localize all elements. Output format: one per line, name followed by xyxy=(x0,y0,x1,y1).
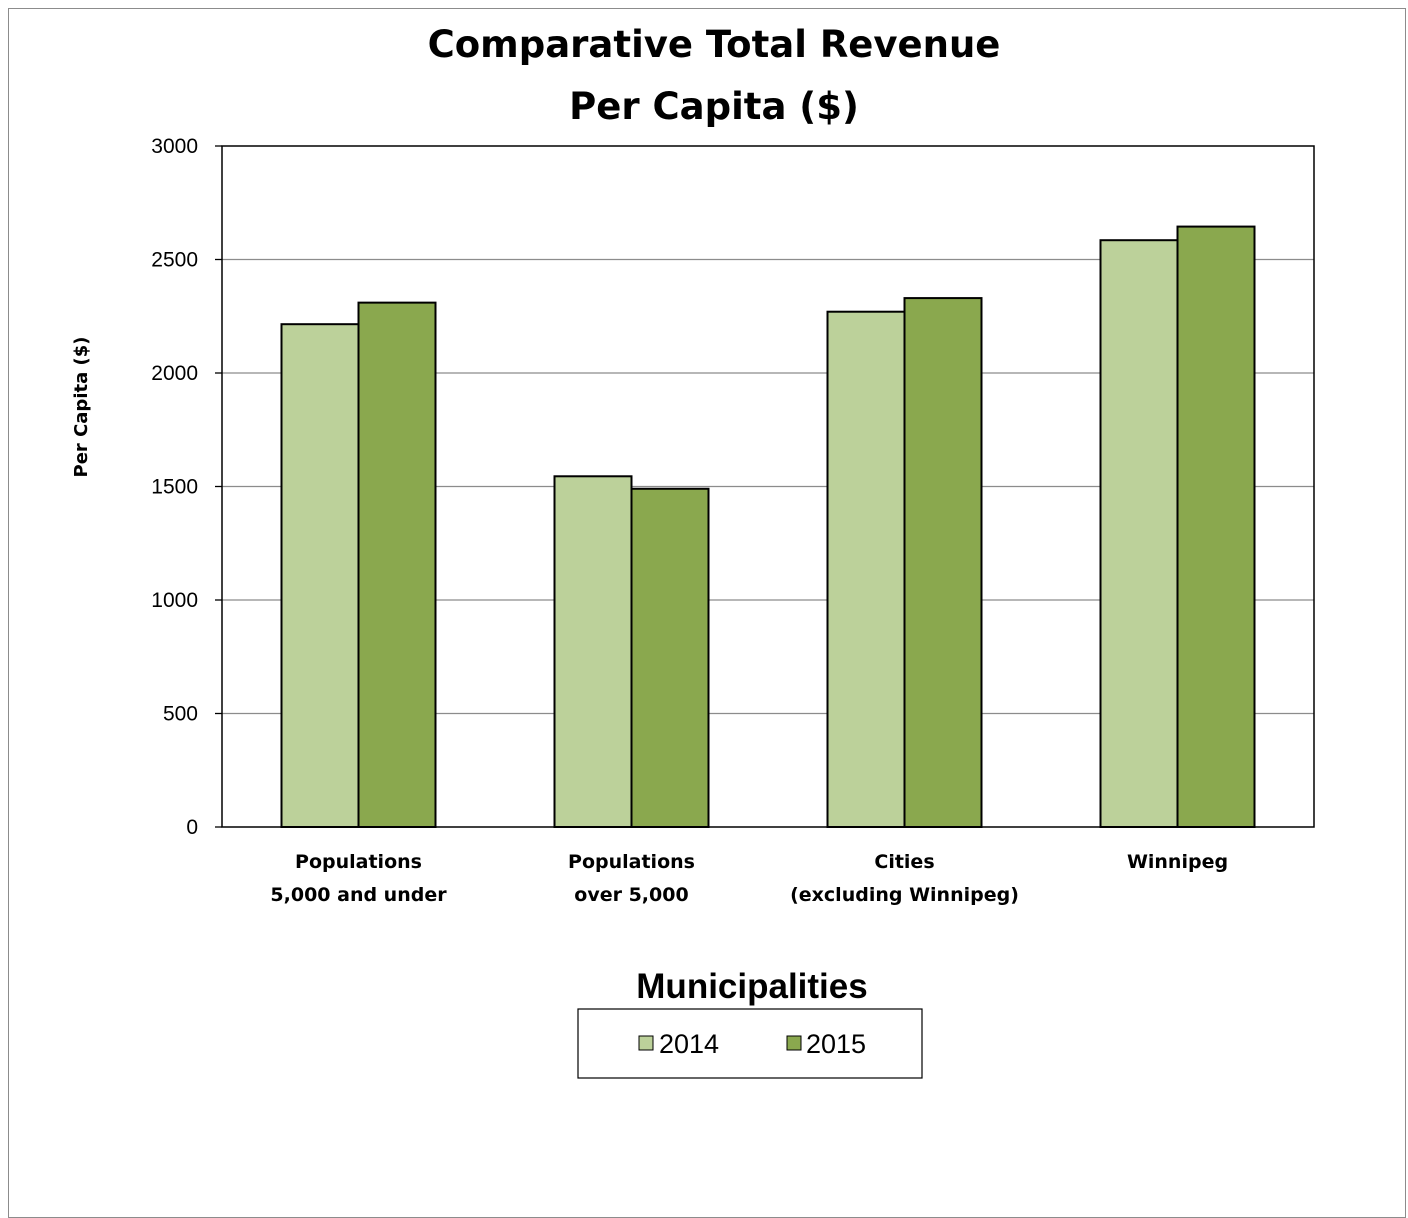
chart-title-line-2: Per Capita ($) xyxy=(569,85,859,128)
y-tick-label: 500 xyxy=(163,703,198,726)
x-category-label: 5,000 and under xyxy=(270,884,447,906)
legend-box xyxy=(577,1008,923,1079)
bar-2014-2 xyxy=(553,475,633,828)
legend-label-2014: 2014 xyxy=(659,1029,719,1059)
x-category-label: Populations xyxy=(295,851,422,873)
y-tick-label: 1500 xyxy=(151,476,198,499)
chart-title-line-1: Comparative Total Revenue xyxy=(428,23,1001,66)
x-category-label: over 5,000 xyxy=(574,884,688,906)
legend: 2014 2015 xyxy=(577,1008,923,1079)
y-tick-label: 2500 xyxy=(151,249,198,272)
legend-swatch-2015 xyxy=(786,1035,802,1051)
bar-2015-3 xyxy=(903,297,983,828)
legend-label-2015: 2015 xyxy=(806,1029,866,1059)
plot-area-border xyxy=(221,145,1315,828)
y-tick-label: 3000 xyxy=(151,135,198,158)
bar-2015-2 xyxy=(630,487,710,828)
bar-2014-4 xyxy=(1099,239,1179,828)
y-tick-label: 0 xyxy=(186,816,198,839)
legend-swatch-2014 xyxy=(638,1035,654,1051)
x-category-label: Populations xyxy=(568,851,695,873)
x-category-label: Winnipeg xyxy=(1127,851,1228,873)
y-tick-label: 1000 xyxy=(151,589,198,612)
x-axis-label: Municipalities xyxy=(636,967,867,1006)
bar-2014-1 xyxy=(280,323,360,828)
x-category-label: (excluding Winnipeg) xyxy=(790,884,1019,906)
x-category-label: Cities xyxy=(874,851,934,873)
y-axis-label: Per Capita ($) xyxy=(71,337,92,478)
bar-2015-1 xyxy=(357,301,437,828)
bar-2015-4 xyxy=(1176,225,1256,828)
bar-2014-3 xyxy=(826,310,906,828)
bars xyxy=(280,225,1256,828)
y-tick-labels: 0 500 1000 1500 2000 2500 3000 xyxy=(151,135,198,839)
x-category-labels: Populations 5,000 and under Populations ove… xyxy=(270,851,1228,906)
y-tick-label: 2000 xyxy=(151,362,198,385)
